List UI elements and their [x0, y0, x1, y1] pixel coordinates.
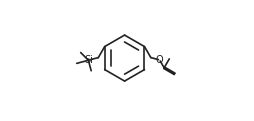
Text: O: O	[156, 55, 163, 65]
Text: Si: Si	[84, 55, 93, 65]
